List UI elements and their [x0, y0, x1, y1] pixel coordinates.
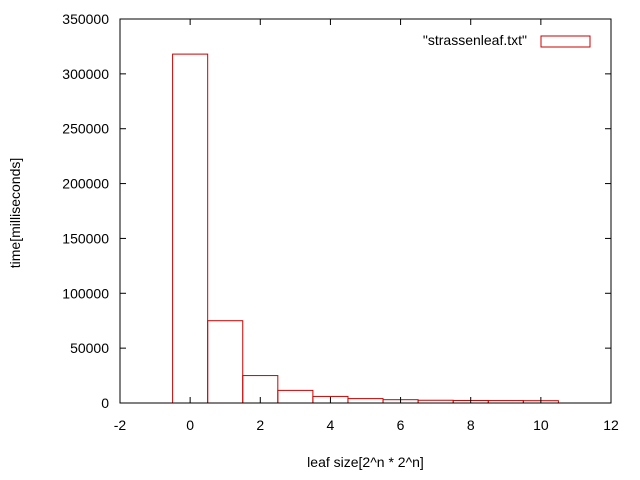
y-tick-label: 50000	[70, 340, 109, 356]
x-tick-label: 10	[533, 417, 549, 433]
legend: "strassenleaf.txt"	[423, 32, 591, 48]
legend-swatch	[540, 35, 591, 48]
tick-labels-group: -2 0 2 4 6 8 10 12 0 50000 100000 150000 200000 25000…	[62, 11, 619, 433]
y-tick-label: 200000	[62, 176, 109, 192]
y-tick-label: 0	[101, 395, 109, 411]
bar-5	[347, 398, 384, 404]
y-tick-label: 350000	[62, 11, 109, 27]
y-tick-label: 300000	[62, 66, 109, 82]
y-tick-label: 150000	[62, 230, 109, 246]
x-tick-label: 8	[467, 417, 475, 433]
bar-3	[277, 389, 314, 404]
bar-1	[207, 320, 244, 404]
bar-0	[172, 53, 209, 404]
x-tick-label: -2	[114, 417, 127, 433]
x-tick-label: 12	[603, 417, 619, 433]
x-axis-label: leaf size[2^n * 2^n]	[307, 454, 424, 470]
y-tick-label: 250000	[62, 121, 109, 137]
x-tick-label: 0	[186, 417, 194, 433]
y-axis-label: time[milliseconds]	[7, 158, 23, 268]
x-tick-label: 2	[256, 417, 264, 433]
ticks-group	[119, 18, 612, 404]
x-tick-label: 6	[397, 417, 405, 433]
legend-label: "strassenleaf.txt"	[423, 32, 527, 48]
y-tick-label: 100000	[62, 285, 109, 301]
bars-group	[172, 53, 559, 404]
x-tick-label: 4	[327, 417, 335, 433]
plot-frame	[119, 18, 612, 404]
